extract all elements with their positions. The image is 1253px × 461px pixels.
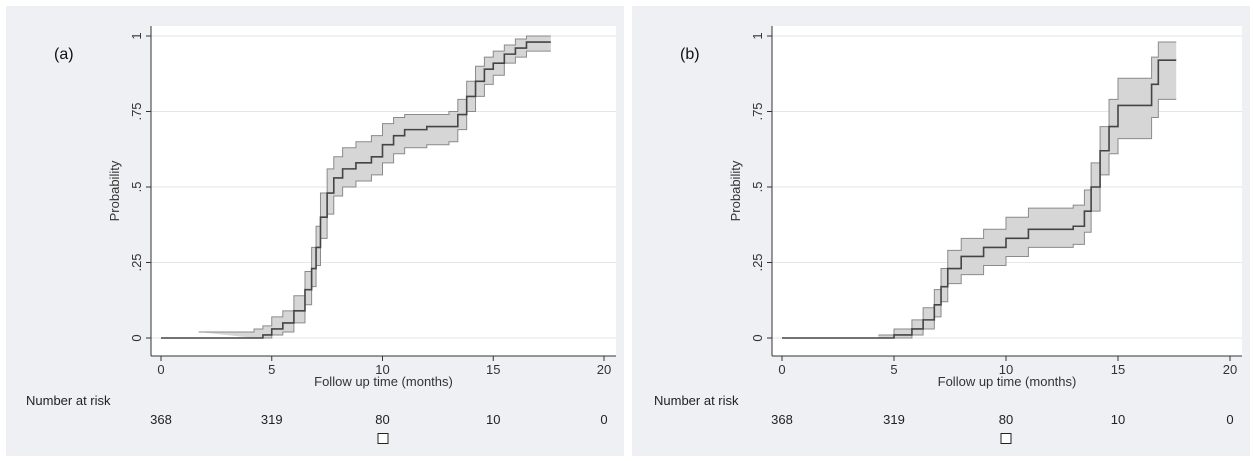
y-tick-label: .5 <box>750 182 765 193</box>
y-tick-label: .25 <box>750 253 765 271</box>
x-tick-label: 20 <box>597 362 611 377</box>
y-axis-label: Probability <box>728 160 743 221</box>
risk-table-title: Number at risk <box>26 393 111 408</box>
x-axis-label: Follow up time (months) <box>938 374 1077 389</box>
risk-marker-square <box>377 433 388 444</box>
x-tick-label: 10 <box>375 362 389 377</box>
y-tick-label: 0 <box>750 334 765 341</box>
risk-value: 319 <box>260 412 283 427</box>
y-tick-label: .5 <box>129 182 144 193</box>
km-curve <box>782 59 1177 339</box>
risk-table-title: Number at risk <box>654 393 739 408</box>
risk-value: 368 <box>150 412 172 427</box>
risk-value: 0 <box>1226 412 1234 427</box>
panel-label: (a) <box>54 46 74 63</box>
risk-value: 319 <box>883 412 905 427</box>
confidence-band <box>878 42 1177 338</box>
x-tick-label: 5 <box>268 362 275 377</box>
y-tick-label: 1 <box>750 32 765 39</box>
chart-panel-a: 0.25.5.75 1 0 5 10 15 20 Follow up time (months… <box>6 6 624 456</box>
plot-area <box>151 26 616 356</box>
y-tick-label: .75 <box>129 102 144 120</box>
chart-panel-b: 0.25.5.75 1 0 5 10 15 20 Follow up time (months… <box>632 6 1250 456</box>
x-tick-label: 5 <box>890 362 897 377</box>
x-tick-label: 15 <box>1111 362 1125 377</box>
risk-value: 10 <box>1110 412 1126 427</box>
x-axis-label: Follow up time (months) <box>314 374 453 389</box>
panel-label: (b) <box>680 46 700 63</box>
risk-value: 80 <box>375 412 390 427</box>
y-axis-label: Probability <box>107 160 122 221</box>
x-tick-label: 0 <box>157 362 164 377</box>
km-curve <box>161 41 551 339</box>
x-tick-label: 15 <box>486 362 500 377</box>
x-tick-label: 0 <box>778 362 785 377</box>
risk-value: 368 <box>771 412 793 427</box>
ci-upper-line <box>878 41 1177 336</box>
risk-value: 80 <box>998 412 1014 427</box>
ci-lower-line <box>878 98 1177 339</box>
y-tick-label: 1 <box>129 32 144 39</box>
y-tick-label: 0 <box>129 334 144 341</box>
risk-value: 10 <box>486 412 501 427</box>
x-tick-label: 10 <box>999 362 1013 377</box>
confidence-band <box>198 36 551 338</box>
risk-marker-square <box>1000 433 1012 444</box>
y-tick-label: .75 <box>750 102 765 120</box>
y-tick-label: .25 <box>129 253 144 271</box>
risk-value: 0 <box>600 412 608 427</box>
x-tick-label: 20 <box>1223 362 1237 377</box>
